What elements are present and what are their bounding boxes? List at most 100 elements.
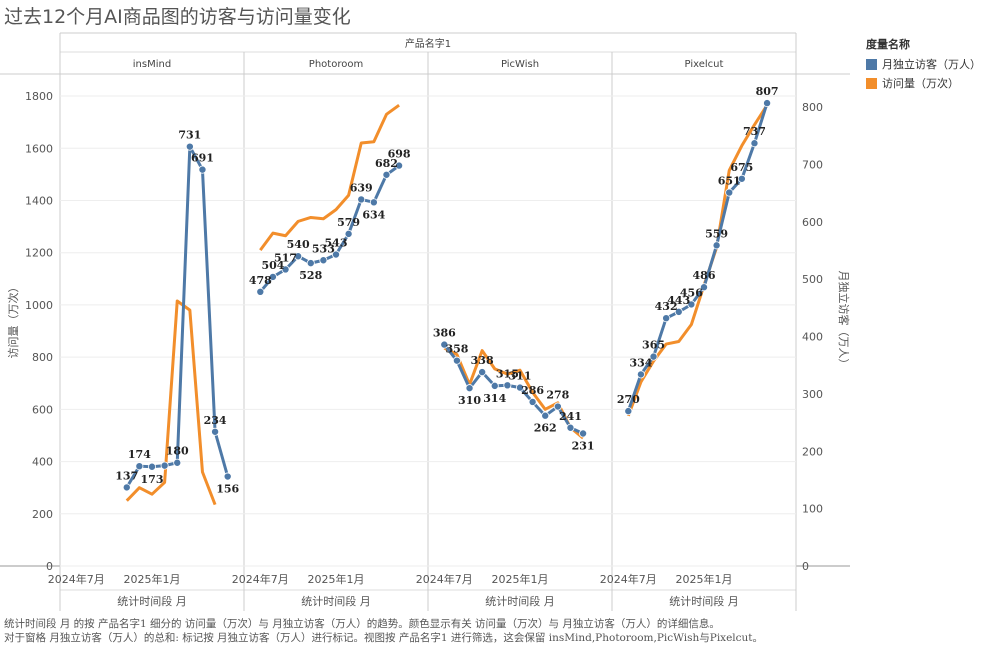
- legend-label-uv: 月独立访客（万人）: [882, 58, 981, 71]
- uv-point-insmind: [185, 142, 194, 151]
- uv-point-pixelcut: [674, 307, 683, 316]
- x-axis-title: 统计时间段 月: [669, 594, 739, 608]
- uv-point-insmind: [198, 165, 207, 174]
- uv-data-label-photoroom: 639: [350, 181, 373, 194]
- right-axis-title: 月独立访客（万人）: [837, 271, 851, 370]
- uv-point-photoroom: [395, 161, 404, 170]
- uv-line-picwish: [443, 343, 584, 435]
- uv-point-picwish: [503, 381, 512, 390]
- gridlines: [60, 95, 796, 567]
- left-tick-label: 1800: [25, 90, 53, 103]
- left-tick-label: 400: [32, 456, 53, 469]
- uv-data-label-photoroom: 540: [287, 238, 310, 251]
- uv-point-picwish: [465, 384, 474, 393]
- right-tick-label: 300: [802, 388, 823, 401]
- right-tick-label: 0: [802, 560, 809, 573]
- uv-point-photoroom: [256, 287, 265, 296]
- panel-header-insmind: insMind: [133, 59, 171, 70]
- uv-point-photoroom: [331, 250, 340, 259]
- uv-point-insmind: [135, 462, 144, 471]
- uv-point-photoroom: [382, 170, 391, 179]
- uv-point-pixelcut: [636, 370, 645, 379]
- x-axis-title: 统计时间段 月: [301, 594, 371, 608]
- x-tick-label: 2024年7月: [232, 572, 289, 586]
- uv-data-label-pixelcut: 675: [730, 161, 753, 174]
- panel-header-photoroom: Photoroom: [309, 59, 363, 70]
- legend-item-uv[interactable]: 月独立访客（万人）: [866, 56, 981, 72]
- uv-data-label-pixelcut: 651: [718, 175, 741, 188]
- uv-point-pixelcut: [763, 99, 772, 108]
- right-tick-label: 800: [802, 101, 823, 114]
- uv-data-label-photoroom: 579: [337, 216, 360, 229]
- x-tick-label: 2024年7月: [600, 572, 657, 586]
- uv-point-picwish: [541, 411, 550, 420]
- uv-data-label-picwish: 315: [496, 367, 519, 380]
- uv-point-photoroom: [268, 272, 277, 281]
- uv-data-label-pixelcut: 443: [667, 294, 690, 307]
- uv-data-label-picwish: 358: [445, 343, 468, 356]
- uv-data-label-picwish: 310: [458, 394, 481, 407]
- legend-item-visits[interactable]: 访问量（万次）: [866, 75, 981, 91]
- uv-data-label-insmind: 137: [115, 469, 138, 482]
- uv-point-picwish: [478, 368, 487, 377]
- x-axis-title: 统计时间段 月: [117, 594, 187, 608]
- legend: 度量名称 月独立访客（万人） 访问量（万次）: [866, 36, 981, 94]
- x-tick-label: 2025年1月: [308, 572, 365, 586]
- left-tick-label: 0: [46, 560, 53, 573]
- uv-data-label-photoroom: 634: [362, 208, 385, 221]
- uv-data-label-picwish: 231: [572, 439, 595, 452]
- uv-point-photoroom: [281, 265, 290, 274]
- uv-point-picwish: [516, 383, 525, 392]
- uv-point-insmind: [160, 461, 169, 470]
- left-tick-label: 1000: [25, 299, 53, 312]
- uv-point-insmind: [173, 458, 182, 467]
- right-tick-label: 500: [802, 273, 823, 286]
- uv-point-pixelcut: [662, 314, 671, 323]
- uv-data-label-pixelcut: 334: [629, 356, 652, 369]
- right-tick-label: 600: [802, 216, 823, 229]
- right-tick-label: 200: [802, 445, 823, 458]
- legend-swatch-visits: [866, 77, 877, 89]
- uv-point-photoroom: [357, 195, 366, 204]
- uv-point-photoroom: [319, 256, 328, 265]
- uv-data-label-insmind: 174: [128, 448, 151, 461]
- uv-data-label-picwish: 278: [546, 389, 569, 402]
- uv-data-label-pixelcut: 456: [680, 286, 703, 299]
- uv-data-label-pixelcut: 737: [743, 125, 766, 138]
- uv-point-pixelcut: [700, 283, 709, 292]
- uv-data-label-picwish: 314: [483, 392, 506, 405]
- x-axis-title: 统计时间段 月: [485, 594, 555, 608]
- right-tick-label: 700: [802, 158, 823, 171]
- uv-data-label-photoroom: 533: [312, 242, 335, 255]
- x-tick-label: 2025年1月: [492, 572, 549, 586]
- uv-data-label-pixelcut: 365: [642, 339, 665, 352]
- uv-data-label-pixelcut: 270: [617, 393, 640, 406]
- uv-point-insmind: [211, 427, 220, 436]
- uv-data-label-photoroom: 528: [299, 269, 322, 282]
- left-tick-label: 1200: [25, 247, 53, 260]
- uv-data-label-insmind: 173: [141, 473, 164, 486]
- uv-point-picwish: [440, 340, 449, 349]
- uv-data-label-photoroom: 543: [325, 237, 348, 250]
- uv-data-label-picwish: 286: [521, 384, 544, 397]
- uv-point-picwish: [528, 397, 537, 406]
- left-tick-label: 600: [32, 403, 53, 416]
- uv-data-label-pixelcut: 432: [655, 300, 678, 313]
- uv-point-photoroom: [344, 229, 353, 238]
- uv-point-picwish: [566, 423, 575, 432]
- chart-title: 过去12个月AI商品图的访客与访问量变化: [4, 6, 351, 28]
- uv-data-label-insmind: 691: [191, 152, 214, 165]
- uv-point-picwish: [490, 381, 499, 390]
- x-tick-label: 2024年7月: [416, 572, 473, 586]
- panel-header-pixelcut: Pixelcut: [685, 59, 724, 70]
- uv-data-label-insmind: 234: [204, 414, 227, 427]
- uv-data-label-picwish: 386: [433, 327, 456, 340]
- uv-data-label-picwish: 338: [471, 354, 494, 367]
- uv-point-pixelcut: [687, 300, 696, 309]
- uv-point-pixelcut: [750, 139, 759, 148]
- uv-data-label-picwish: 262: [534, 422, 557, 435]
- uv-point-pixelcut: [649, 352, 658, 361]
- chart-canvas[interactable]: 产品名字1 020040060080010001200140016001800访…: [0, 0, 1000, 615]
- panel-header-picwish: PicWish: [501, 59, 539, 70]
- legend-title: 度量名称: [866, 38, 910, 51]
